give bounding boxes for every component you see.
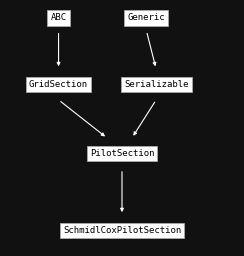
Text: Serializable: Serializable (124, 80, 188, 89)
Text: ABC: ABC (51, 13, 67, 23)
Text: Generic: Generic (128, 13, 165, 23)
Text: GridSection: GridSection (29, 80, 88, 89)
Text: PilotSection: PilotSection (90, 149, 154, 158)
Text: SchmidlCoxPilotSection: SchmidlCoxPilotSection (63, 226, 181, 235)
